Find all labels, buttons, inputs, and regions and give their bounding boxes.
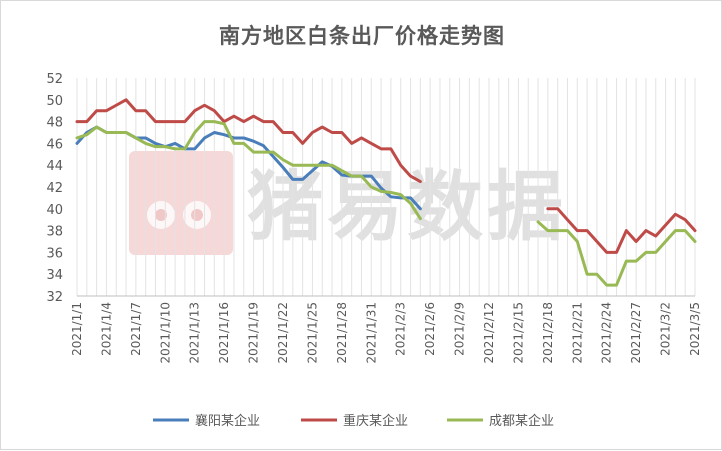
legend-label-1: 襄阳某企业 [195, 413, 260, 429]
legend-label-2: 重庆某企业 [343, 413, 408, 429]
x-tick-label: 2021/1/7 [129, 302, 143, 356]
legend-label-3: 成都某企业 [489, 413, 554, 429]
x-tick-label: 2021/2/18 [541, 302, 555, 364]
y-tick-label: 38 [46, 225, 63, 240]
x-tick-label: 2021/1/16 [217, 302, 231, 364]
x-tick-label: 2021/1/4 [99, 302, 113, 356]
x-tick-label: 2021/1/31 [364, 302, 378, 364]
y-tick-label: 42 [46, 181, 63, 196]
x-tick-label: 2021/2/27 [629, 302, 643, 364]
x-tick-label: 2021/2/3 [394, 302, 408, 356]
y-tick-label: 40 [46, 203, 63, 218]
vertical-gridlines [76, 78, 696, 296]
x-axis-tick-labels: 2021/1/1 2021/1/4 2021/1/7 2021/1/10 2021/1/… [70, 302, 702, 364]
legend: 襄阳某企业 重庆某企业 成都某企业 [153, 413, 554, 429]
series-line-2 [75, 98, 697, 254]
y-tick-label: 44 [46, 159, 63, 174]
watermark-logo [129, 151, 233, 255]
x-tick-label: 2021/3/5 [688, 302, 702, 356]
x-tick-label: 2021/1/25 [305, 302, 319, 364]
x-tick-label: 2021/2/21 [570, 302, 584, 364]
y-tick-label: 48 [46, 116, 63, 131]
watermark-text: 猪易数据 [247, 162, 567, 251]
y-tick-label: 36 [46, 246, 63, 261]
x-tick-label: 2021/1/28 [335, 302, 349, 364]
x-tick-label: 2021/1/13 [188, 302, 202, 364]
y-tick-label: 32 [46, 290, 63, 305]
x-tick-label: 2021/2/24 [600, 302, 614, 364]
x-tick-label: 2021/2/15 [511, 302, 525, 364]
y-tick-label: 46 [46, 137, 63, 152]
x-tick-label: 2021/3/2 [659, 302, 673, 356]
y-tick-label: 52 [46, 72, 63, 87]
x-tick-label: 2021/1/1 [70, 302, 84, 356]
x-tick-label: 2021/1/19 [247, 302, 261, 364]
chart-title: 南方地区白条出厂价格走势图 [219, 24, 505, 48]
x-tick-label: 2021/2/9 [453, 302, 467, 356]
x-tick-label: 2021/2/12 [482, 302, 496, 364]
series-line-3 [75, 120, 697, 287]
y-tick-label: 50 [46, 94, 63, 109]
x-tick-label: 2021/1/22 [276, 302, 290, 364]
x-tick-label: 2021/1/10 [158, 302, 172, 364]
series-lines [75, 98, 697, 287]
x-tick-label: 2021/2/6 [423, 302, 437, 356]
y-tick-label: 34 [46, 268, 63, 283]
y-axis-tick-labels: 32 34 36 38 40 42 44 46 48 50 52 [46, 72, 63, 305]
